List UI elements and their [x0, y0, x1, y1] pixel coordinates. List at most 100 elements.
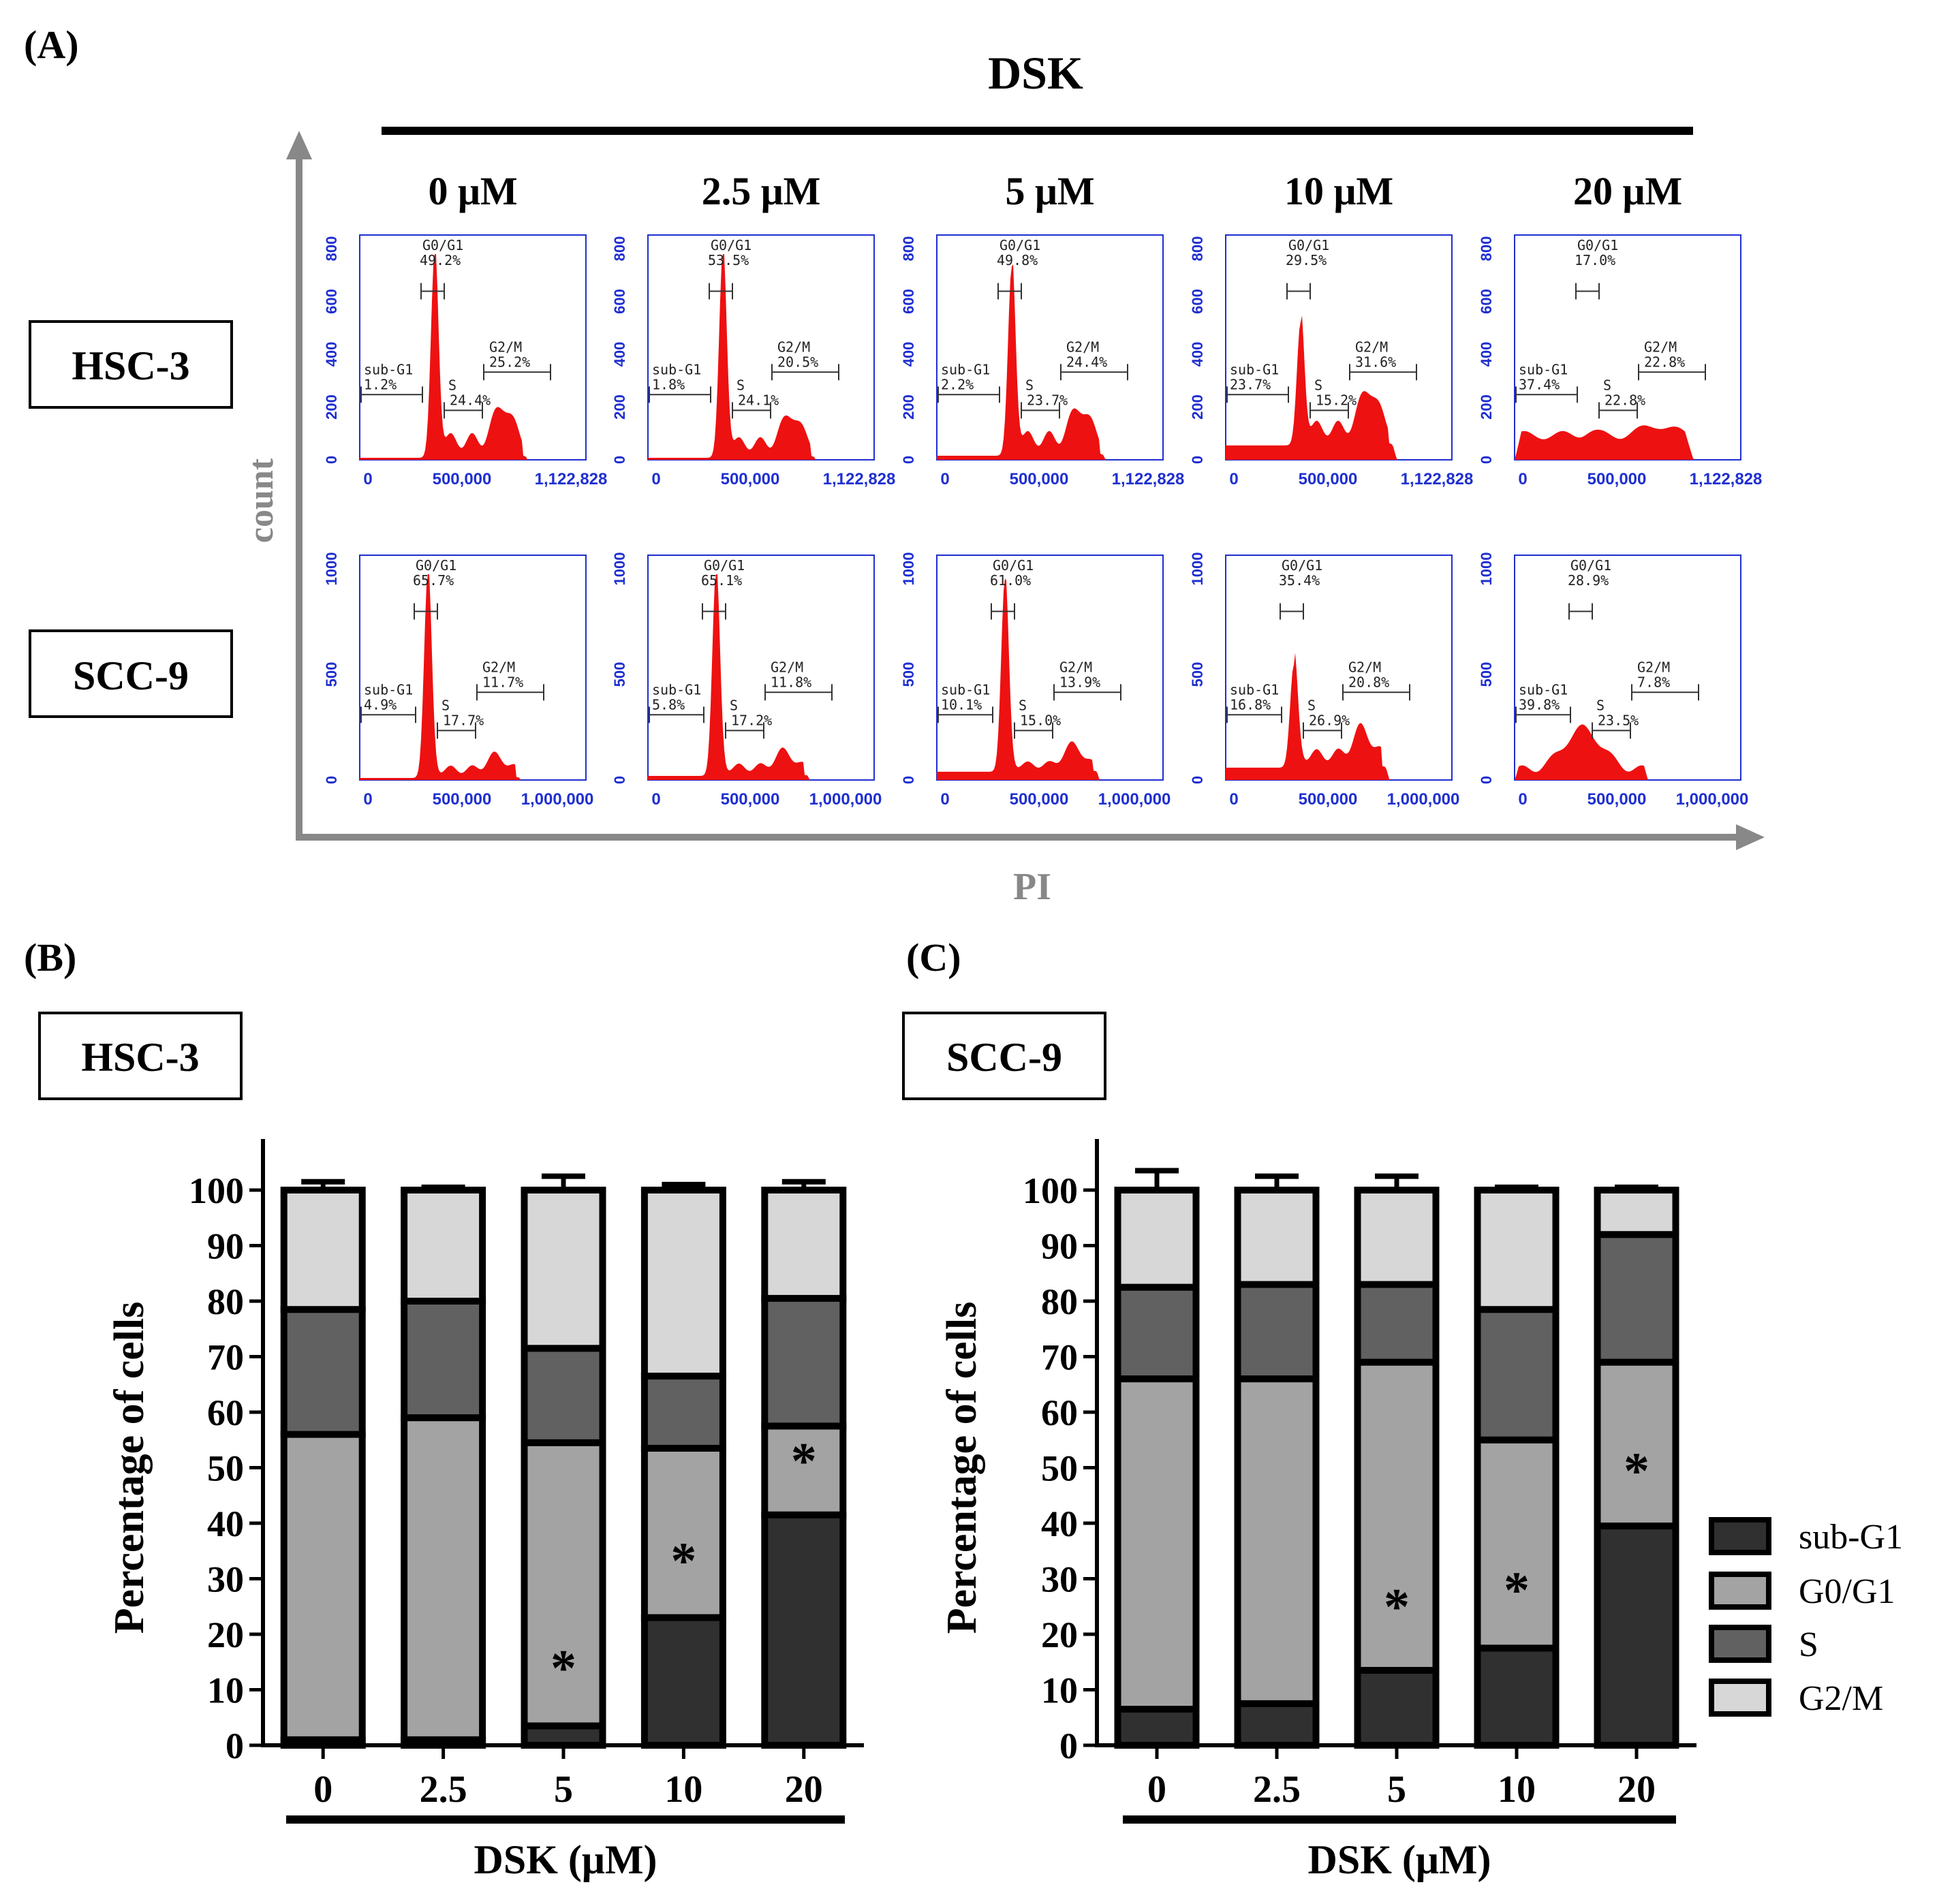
- y-tick-label: 800: [900, 236, 917, 262]
- significance-star: *: [1624, 1443, 1649, 1500]
- y-tick-label: 800: [323, 236, 340, 262]
- bar-segment-s: [761, 1294, 847, 1430]
- x-tick-label: 0: [651, 790, 660, 809]
- g0g1-gate-name: G0/G1: [704, 557, 745, 574]
- panel-b-label: (B): [24, 935, 76, 980]
- x-tick-label: 10: [664, 1768, 702, 1811]
- y-tick-label: 40: [207, 1503, 244, 1544]
- bar-segment-sub-g1: [761, 1511, 847, 1749]
- g0g1-gate-name: G0/G1: [1577, 237, 1618, 253]
- g0g1-gate-name: G0/G1: [1570, 557, 1611, 574]
- x-tick-label: 0: [940, 470, 949, 488]
- bar-segment-s: [1114, 1283, 1200, 1383]
- x-tick-label: 5: [1387, 1768, 1406, 1811]
- g0g1-gate-value: 61.0%: [990, 572, 1031, 589]
- y-tick-label: 40: [1041, 1503, 1078, 1544]
- x-tick-label: 1,000,000: [1098, 790, 1171, 809]
- s-gate-value: 23.7%: [1027, 392, 1068, 408]
- y-tick-label: 0: [611, 776, 628, 784]
- g0g1-gate-value: 28.9%: [1568, 572, 1609, 589]
- bar-segment-s: [640, 1373, 726, 1452]
- y-tick-label: 70: [207, 1337, 244, 1378]
- panel-a-axes: [286, 131, 1765, 850]
- histogram-frame: [936, 555, 1164, 781]
- g0g1-gate-value: 29.5%: [1286, 252, 1327, 268]
- significance-star: *: [791, 1433, 817, 1490]
- s-gate-value: 15.2%: [1316, 392, 1357, 408]
- x-tick-label: 20: [1617, 1768, 1656, 1811]
- y-tick-label: 20: [1041, 1614, 1078, 1655]
- x-tick-label: 10: [1498, 1768, 1536, 1811]
- y-tick-label: 200: [900, 394, 917, 420]
- x-tick-label: 0: [1229, 790, 1238, 809]
- x-tick-label: 1,000,000: [809, 790, 882, 809]
- bar-segment-sub-g1: [1474, 1644, 1560, 1749]
- g0g1-gate-name: G0/G1: [993, 557, 1034, 574]
- g2m-gate-name: G2/M: [777, 339, 810, 355]
- s-gate-value: 26.9%: [1309, 712, 1350, 728]
- bar-segment-g2m: [401, 1187, 486, 1305]
- bar-segment-g2m: [280, 1187, 366, 1313]
- x-tick-label: 500,000: [1299, 470, 1358, 488]
- y-axis-title: Percentage of cells: [939, 1302, 985, 1634]
- x-tick-label: 500,000: [1010, 790, 1069, 809]
- y-tick-label: 400: [900, 342, 917, 367]
- s-gate-value: 15.0%: [1020, 712, 1061, 728]
- s-gate-value: 24.1%: [738, 392, 779, 408]
- y-tick-label: 0: [226, 1726, 244, 1766]
- sub-g1-gate-value: 23.7%: [1230, 376, 1271, 392]
- sub-g1-gate-value: 16.8%: [1230, 696, 1271, 713]
- bar-segment-g0g1: [401, 1414, 486, 1743]
- y-tick-label: 500: [1478, 662, 1495, 687]
- bar-segment-g2m: [1114, 1187, 1200, 1291]
- y-tick-label: 0: [900, 456, 917, 464]
- y-tick-label: 500: [1189, 662, 1206, 687]
- histogram-fill: [1515, 724, 1741, 780]
- bar-segment-sub-g1: [640, 1614, 726, 1749]
- chart-title-box: [38, 1012, 243, 1100]
- sub-g1-gate-name: sub-G1: [1519, 681, 1568, 698]
- g0g1-gate-name: G0/G1: [416, 557, 456, 574]
- sub-g1-gate-value: 39.8%: [1519, 696, 1560, 713]
- histogram-hsc-3-4: 0 200 400 600 800 0 500,000 1,122,828 G0/G117.0%…: [1478, 234, 1762, 488]
- y-tick-label: 0: [611, 456, 628, 464]
- significance-star: *: [551, 1640, 576, 1697]
- legend-swatch: [1709, 1679, 1771, 1717]
- y-tick-label: 100: [1023, 1170, 1078, 1211]
- y-tick-label: 90: [1041, 1226, 1078, 1267]
- sub-g1-gate-name: sub-G1: [652, 681, 701, 698]
- histogram-frame: [647, 555, 875, 781]
- y-tick-label: 600: [900, 289, 917, 314]
- g0g1-gate-value: 35.4%: [1279, 572, 1320, 589]
- s-gate-name: S: [448, 377, 456, 393]
- y-tick-label: 200: [1478, 394, 1495, 420]
- g2m-gate-value: 22.8%: [1644, 354, 1685, 370]
- y-tick-label: 100: [189, 1170, 244, 1211]
- g2m-gate-name: G2/M: [482, 659, 515, 675]
- y-tick-label: 1000: [323, 552, 340, 586]
- concentration-label: 0 μM: [428, 169, 517, 213]
- y-tick-label: 0: [323, 456, 340, 464]
- bar-segment-s: [1594, 1231, 1679, 1366]
- sub-g1-gate-name: sub-G1: [1519, 361, 1568, 377]
- treatment-bar: [382, 127, 1693, 135]
- x-tick-label: 500,000: [1010, 470, 1069, 488]
- sub-g1-gate-name: sub-G1: [364, 681, 413, 698]
- x-tick-label: 500,000: [1587, 790, 1647, 809]
- bar-segment-sub-g1: [1594, 1523, 1679, 1749]
- x-tick-label: 2.5: [420, 1768, 467, 1811]
- x-axis-title: DSK (μM): [1308, 1837, 1491, 1882]
- histogram-frame: [359, 555, 587, 781]
- g0g1-gate-name: G0/G1: [1000, 237, 1040, 253]
- s-gate-name: S: [1025, 377, 1034, 393]
- g0g1-gate-value: 49.2%: [420, 252, 461, 268]
- s-gate-value: 17.2%: [731, 712, 772, 728]
- sub-g1-gate-value: 4.9%: [364, 696, 397, 713]
- legend: sub-G1 G0/G1 S G2/M: [1709, 1517, 1903, 1718]
- x-tick-label: 0: [1518, 470, 1527, 488]
- histogram-frame: [936, 234, 1164, 461]
